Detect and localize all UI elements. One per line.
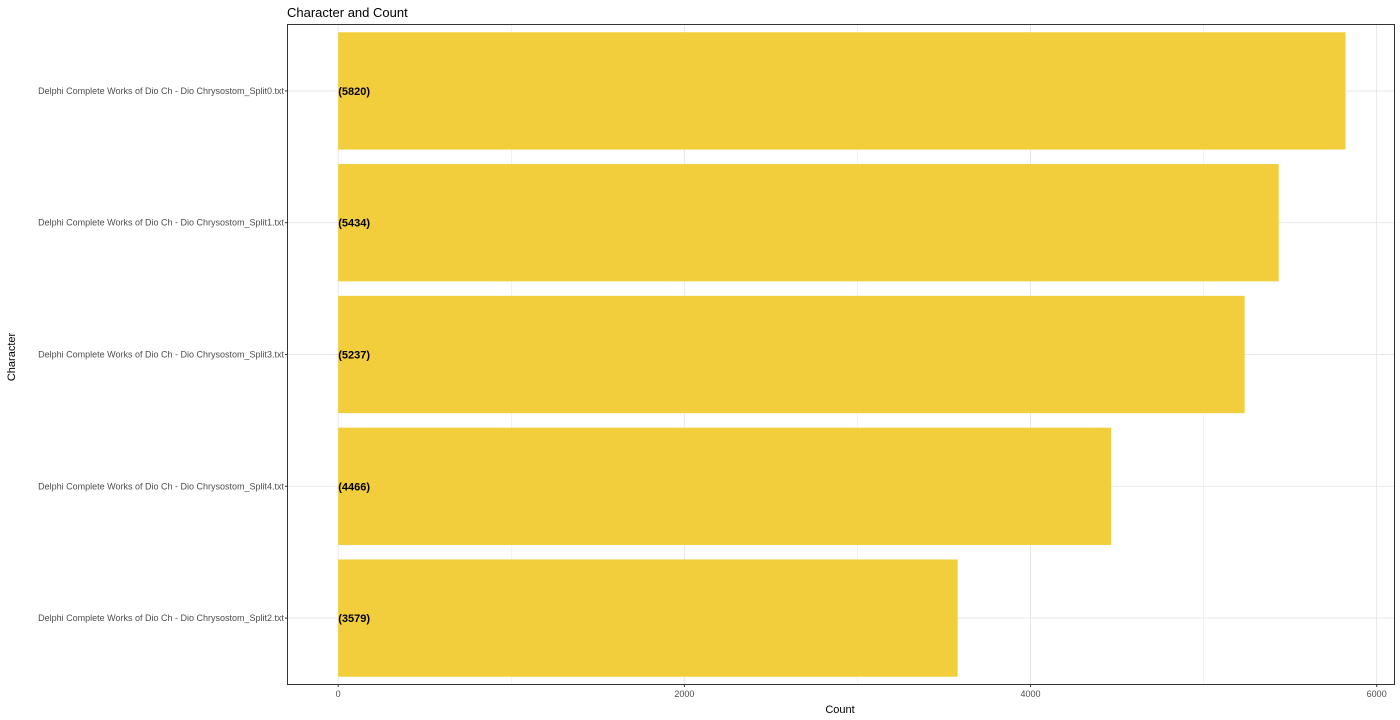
chart-title: Character and Count xyxy=(287,5,408,20)
x-axis-title: Count xyxy=(825,704,854,716)
bar xyxy=(338,559,958,677)
bar-value-label: (4466) xyxy=(338,481,370,493)
x-tick-label: 2000 xyxy=(674,689,694,699)
bars xyxy=(338,32,1346,677)
y-tick-label: Delphi Complete Works of Dio Ch - Dio Ch… xyxy=(38,481,284,491)
bar xyxy=(338,427,1112,545)
bar xyxy=(338,32,1346,150)
y-tick-label: Delphi Complete Works of Dio Ch - Dio Ch… xyxy=(38,218,284,228)
data-labels: (5820) (5434) (5237) (4466) (3579) xyxy=(338,86,370,625)
y-axis-ticks: Delphi Complete Works of Dio Ch - Dio Ch… xyxy=(38,86,288,623)
bar xyxy=(338,164,1279,282)
y-tick-label: Delphi Complete Works of Dio Ch - Dio Ch… xyxy=(38,613,284,623)
bar-value-label: (5237) xyxy=(338,350,370,362)
bar xyxy=(338,295,1245,414)
bar-value-label: (3579) xyxy=(338,613,370,625)
x-tick-label: 6000 xyxy=(1367,689,1387,699)
y-tick-label: Delphi Complete Works of Dio Ch - Dio Ch… xyxy=(38,86,284,96)
bar-value-label: (5434) xyxy=(338,218,370,230)
x-axis-ticks: 0 2000 4000 6000 xyxy=(336,684,1387,699)
y-tick-label: Delphi Complete Works of Dio Ch - Dio Ch… xyxy=(38,350,284,360)
x-tick-label: 0 xyxy=(336,689,341,699)
bar-value-label: (5820) xyxy=(338,86,370,98)
x-tick-label: 4000 xyxy=(1021,689,1041,699)
y-axis-title: Character xyxy=(6,333,18,382)
